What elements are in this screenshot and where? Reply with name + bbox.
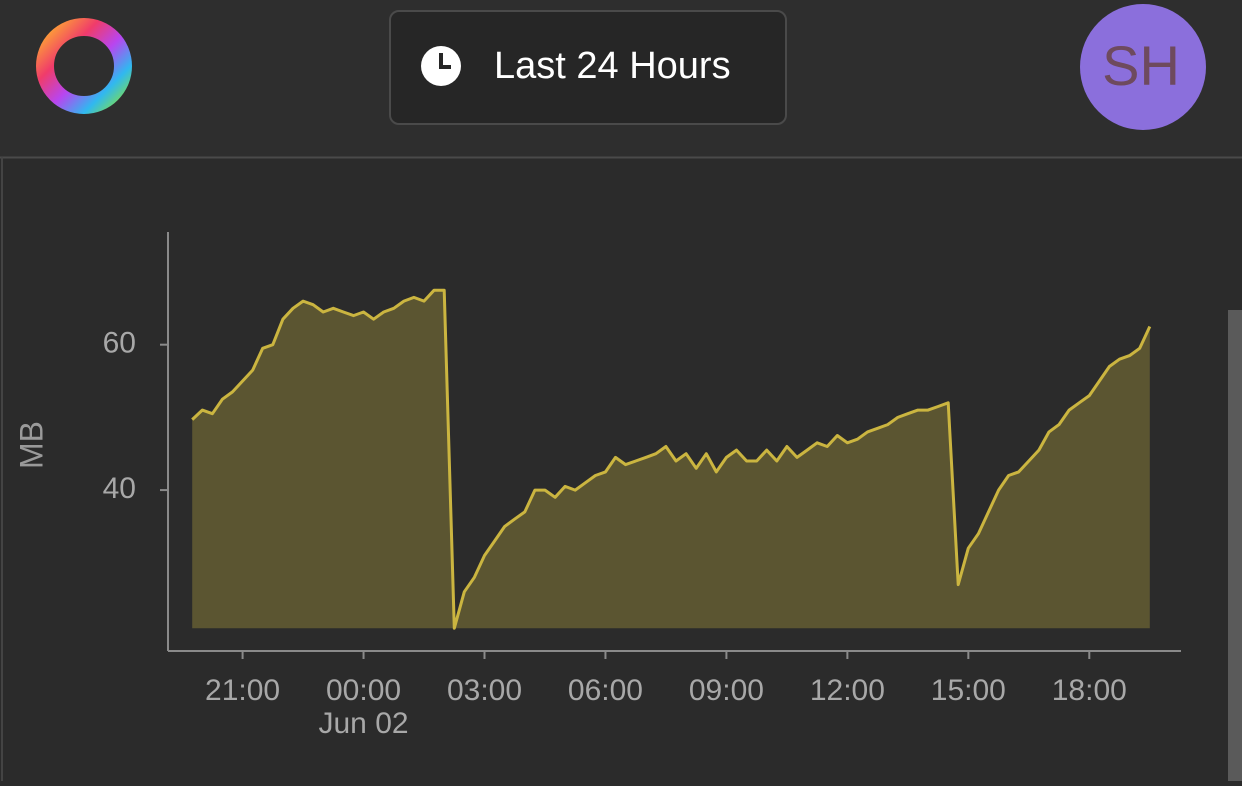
x-tick-label: 18:00 <box>1052 674 1127 707</box>
x-tick-label: 03:00 <box>447 674 522 707</box>
scrollbar[interactable] <box>1228 310 1242 781</box>
clock-hands <box>439 53 451 69</box>
y-tick-label: 60 <box>103 327 136 360</box>
app-logo[interactable] <box>36 18 132 114</box>
x-tick-label: 21:00 <box>205 674 280 707</box>
x-tick-label: 06:00 <box>568 674 643 707</box>
data-line <box>191 288 1152 630</box>
user-avatar[interactable]: SH <box>1080 4 1206 130</box>
time-range-label: Last 24 Hours <box>494 45 731 87</box>
y-axis-label: MB <box>13 421 49 469</box>
avatar-initials: SH <box>1102 34 1180 97</box>
x-tick-label: 09:00 <box>689 674 764 707</box>
x-tick-label: 15:00 <box>931 674 1006 707</box>
y-tick-label: 40 <box>103 472 136 505</box>
x-tick-label: 00:00 <box>326 674 401 707</box>
x-tick-label: 12:00 <box>810 674 885 707</box>
x-date-label: Jun 02 <box>319 707 409 740</box>
time-range-button[interactable]: Last 24 Hours <box>389 10 787 125</box>
area-fill <box>192 290 1150 629</box>
